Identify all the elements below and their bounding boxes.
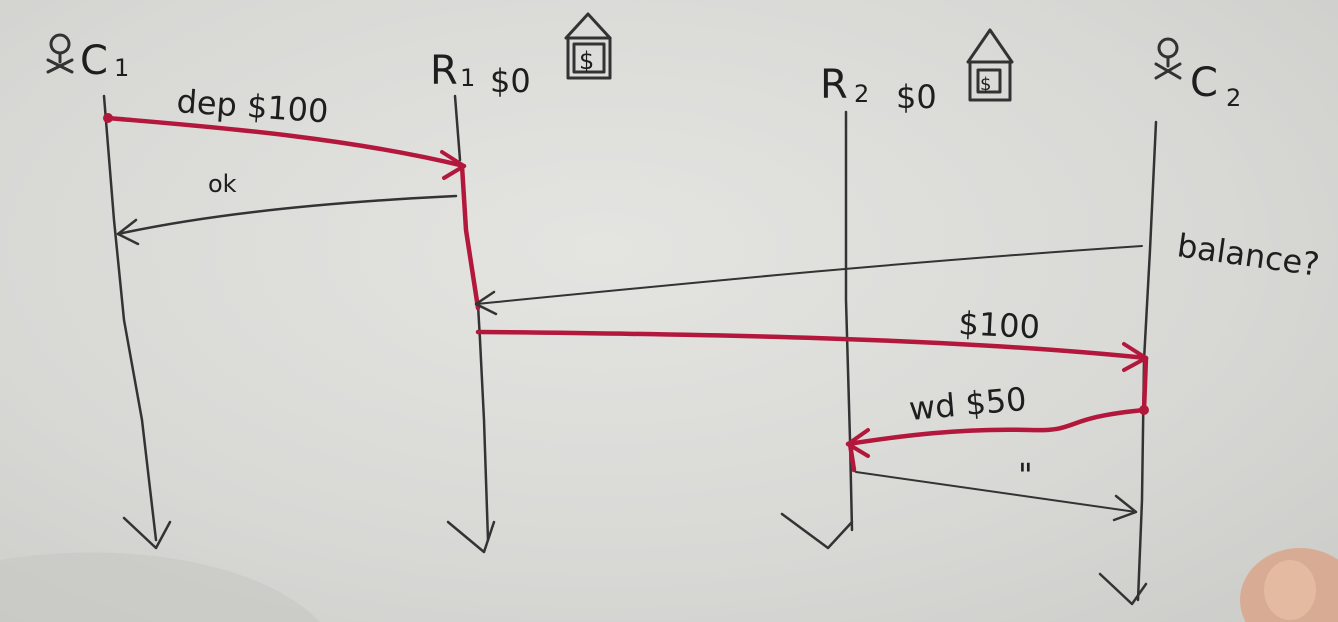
balance-query-label: balance? — [1175, 226, 1322, 284]
arrow-head — [474, 290, 498, 316]
actor-c2-subscript: 2 — [1226, 84, 1241, 112]
actor-r1-subscript: 1 — [460, 64, 475, 92]
lifeline-r2 — [844, 110, 854, 532]
actor-r2-subscript: 2 — [854, 80, 869, 108]
message-balance-query: balance? — [474, 226, 1322, 316]
r1-causal-segment — [459, 163, 481, 311]
actor-r1: R 1 $0 $ — [430, 12, 612, 100]
svg-text:$: $ — [579, 47, 594, 75]
message-deposit: dep $100 — [103, 82, 467, 180]
shadow-region — [0, 552, 320, 622]
message-ok: ok — [116, 170, 458, 246]
ok-arrow-line — [116, 194, 458, 236]
bank-building-icon: $ — [564, 12, 612, 80]
balance-query-arrow-line — [475, 245, 1143, 305]
repeat-arrow-line — [855, 471, 1137, 513]
lifelines — [102, 94, 1158, 606]
lifeline-r1 — [453, 94, 490, 542]
lifeline-end-arrow — [780, 512, 854, 550]
ok-label: ok — [208, 170, 237, 198]
arrow-head — [116, 218, 140, 246]
actor-c1-label: C — [80, 38, 108, 84]
lifeline-end-arrow — [122, 516, 172, 550]
withdraw-arrow-line — [845, 407, 1147, 447]
actor-r2: R 2 $0 $ — [820, 28, 1014, 116]
actor-r2-label: R — [820, 62, 848, 108]
event-dot — [1139, 405, 1149, 415]
r2-causal-segment — [847, 441, 857, 473]
svg-text:$: $ — [980, 74, 991, 95]
c2-causal-segment — [1141, 355, 1149, 413]
arrow-head — [1112, 494, 1138, 522]
message-balance-reply: $100 — [475, 304, 1149, 372]
actor-c1-subscript: 1 — [114, 54, 129, 82]
balance-reply-label: $100 — [958, 304, 1041, 346]
actor-r1-balance: $0 — [490, 62, 531, 100]
balance-reply-arrow-line — [475, 329, 1149, 361]
lifeline-end-arrow — [446, 520, 496, 554]
actor-c2-label: C — [1190, 60, 1218, 106]
actor-r1-label: R — [430, 48, 458, 94]
actor-c1: C 1 — [46, 33, 129, 84]
deposit-label: dep $100 — [175, 82, 329, 131]
lifeline-c1 — [102, 94, 158, 542]
actor-r2-balance: $0 — [896, 78, 937, 116]
withdraw-label: wd $50 — [907, 380, 1028, 428]
deposit-arrow-line — [105, 115, 467, 169]
repeat-label: " — [1018, 456, 1033, 494]
bank-building-icon: $ — [966, 28, 1014, 102]
actor-c2: C 2 — [1154, 37, 1241, 112]
message-withdraw: wd $50 — [845, 380, 1149, 473]
event-dot — [103, 113, 113, 123]
message-repeat: " — [855, 456, 1138, 522]
lifeline-end-arrow — [1098, 572, 1148, 606]
stick-figure-icon — [1154, 37, 1182, 80]
stick-figure-icon — [46, 33, 74, 74]
hand-in-frame — [1240, 548, 1338, 622]
